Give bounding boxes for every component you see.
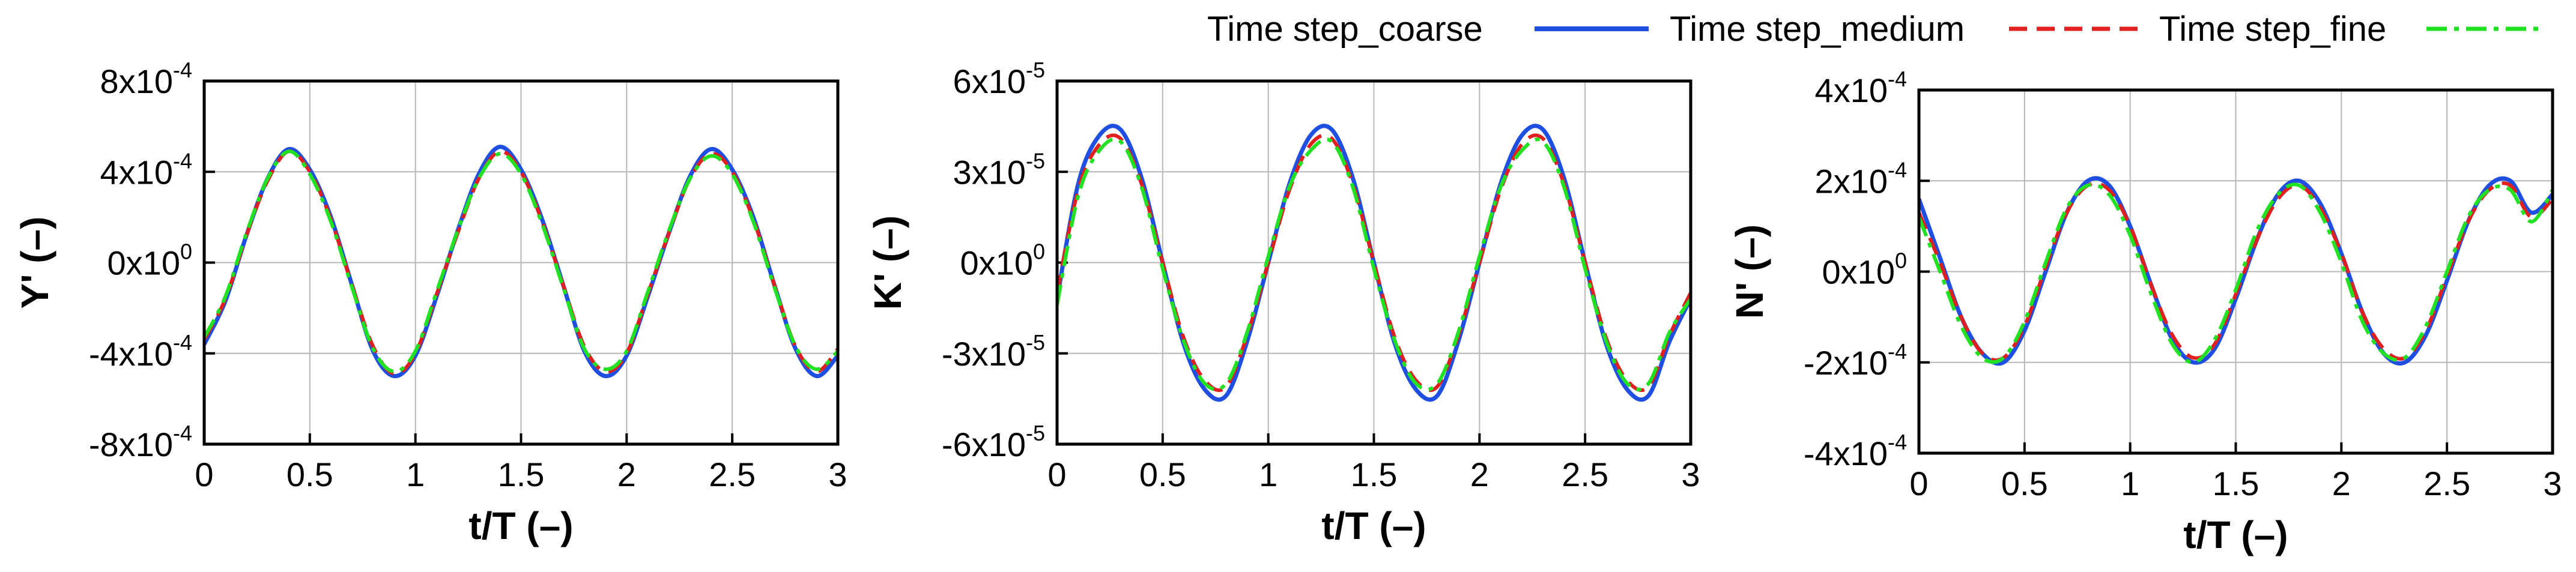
x-tick-label: 0.5	[286, 456, 333, 493]
legend-label-2: Time step_medium	[1670, 10, 1965, 49]
x-tick-label: 2	[2332, 465, 2351, 502]
x-tick-label: 1	[1259, 456, 1277, 493]
legend-label-1: Time step_coarse	[1207, 10, 1483, 49]
x-axis-label: t/T (–)	[468, 504, 573, 547]
x-tick-label: 3	[2543, 465, 2562, 502]
x-tick-label: 0	[195, 456, 213, 493]
plot-frame	[1055, 79, 1693, 446]
x-tick-label: 0	[1909, 465, 1928, 502]
y-tick-label: 6x10-5	[953, 58, 1045, 100]
y-tick-label: 0x100	[1822, 248, 1907, 291]
y-tick-label: -2x10-4	[1804, 339, 1907, 382]
x-tick-label: 2	[617, 456, 636, 493]
y-tick-label: 3x10-5	[953, 148, 1045, 191]
chart-3: 0 0.5 1 1.5 2 2.5 3 -4x10-4 -2x10-4 0x100 2x10-4 4x…	[1728, 67, 2562, 556]
y-tick-label: 4x10-4	[1815, 67, 1907, 109]
x-tick-label: 1	[406, 456, 425, 493]
x-tick-label: 0	[1047, 456, 1066, 493]
series-line-3	[1919, 182, 2553, 364]
chart-1: 0 0.5 1 1.5 2 2.5 3 -8x10-4 -4x10-4 0x100 4x10-4 8x…	[13, 58, 847, 547]
plot-frame	[202, 79, 840, 446]
legend-label-3: Time step_fine	[2159, 10, 2386, 49]
charts: 0 0.5 1 1.5 2 2.5 3 -8x10-4 -4x10-4 0x100 4x10-4 8x…	[13, 58, 2562, 556]
y-axis-label: Y' (–)	[13, 217, 56, 309]
x-tick-label: 2	[1470, 456, 1489, 493]
y-axis-label: N' (–)	[1728, 224, 1771, 319]
x-tick-label: 1	[2121, 465, 2139, 502]
x-tick-label: 1.5	[498, 456, 545, 493]
x-tick-label: 3	[828, 456, 847, 493]
x-tick-label: 3	[1681, 456, 1700, 493]
y-tick-label: -8x10-4	[89, 421, 192, 463]
x-tick-label: 1.5	[1351, 456, 1398, 493]
series-line-3	[204, 149, 838, 373]
x-tick-label: 2.5	[709, 456, 756, 493]
chart-2: 0 0.5 1 1.5 2 2.5 3 -6x10-5 -3x10-5 0x100 3x10-5 6x…	[866, 58, 1700, 547]
x-axis-label: t/T (–)	[1321, 504, 1426, 547]
x-tick-label: 0.5	[2001, 465, 2048, 502]
y-tick-label: -6x10-5	[942, 421, 1045, 463]
x-tick-label: 1.5	[2213, 465, 2259, 502]
x-tick-label: 2.5	[2423, 465, 2470, 502]
y-tick-label: -3x10-5	[942, 330, 1045, 373]
y-tick-label: 0x100	[960, 239, 1045, 282]
legend: Time step_coarse Time step_medium Time ste…	[1207, 10, 2541, 49]
series-line-3	[1057, 137, 1691, 391]
x-tick-label: 2.5	[1562, 456, 1608, 493]
y-tick-label: 0x100	[108, 239, 192, 282]
y-axis-label: K' (–)	[866, 215, 909, 310]
y-tick-label: 4x10-4	[100, 148, 192, 191]
x-axis-label: t/T (–)	[2183, 513, 2288, 556]
y-tick-label: 2x10-4	[1815, 157, 1907, 200]
x-tick-label: 0.5	[1139, 456, 1186, 493]
y-tick-label: -4x10-4	[89, 330, 192, 373]
y-tick-label: -4x10-4	[1804, 430, 1907, 472]
y-tick-label: 8x10-4	[100, 58, 192, 100]
plot-frame	[1917, 88, 2554, 455]
